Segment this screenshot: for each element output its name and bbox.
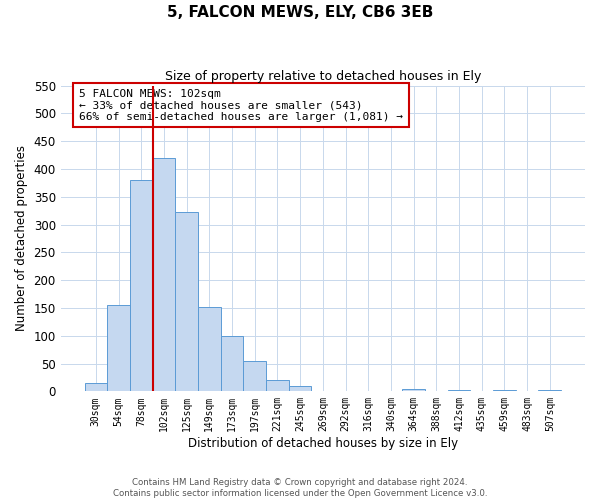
Bar: [448, 390, 470, 392]
Bar: [493, 390, 516, 392]
Y-axis label: Number of detached properties: Number of detached properties: [15, 146, 28, 332]
Bar: [221, 336, 244, 392]
Text: Contains HM Land Registry data © Crown copyright and database right 2024.
Contai: Contains HM Land Registry data © Crown c…: [113, 478, 487, 498]
Bar: [402, 389, 425, 392]
Bar: [85, 383, 107, 392]
Bar: [107, 305, 130, 392]
Bar: [538, 390, 561, 392]
Title: Size of property relative to detached houses in Ely: Size of property relative to detached ho…: [164, 70, 481, 83]
Bar: [289, 386, 311, 392]
Bar: [244, 361, 266, 392]
Text: 5 FALCON MEWS: 102sqm
← 33% of detached houses are smaller (543)
66% of semi-det: 5 FALCON MEWS: 102sqm ← 33% of detached …: [79, 88, 403, 122]
Bar: [266, 380, 289, 392]
Bar: [152, 158, 175, 392]
Text: 5, FALCON MEWS, ELY, CB6 3EB: 5, FALCON MEWS, ELY, CB6 3EB: [167, 5, 433, 20]
Bar: [130, 180, 152, 392]
Bar: [175, 212, 198, 392]
Bar: [198, 307, 221, 392]
X-axis label: Distribution of detached houses by size in Ely: Distribution of detached houses by size …: [188, 437, 458, 450]
